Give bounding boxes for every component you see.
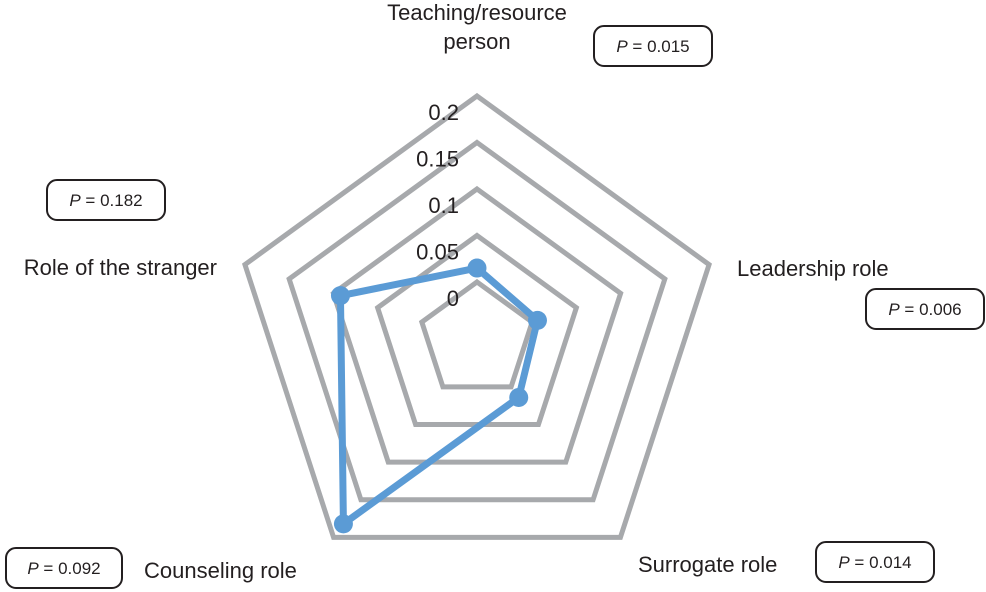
tick-label-3: 0.15 bbox=[416, 147, 459, 172]
p-value-box-4: P = 0.182 bbox=[46, 179, 166, 221]
grid-ring-2 bbox=[330, 185, 624, 465]
p-value-box-3: P = 0.092 bbox=[5, 547, 123, 589]
data-point-2 bbox=[509, 387, 529, 407]
p-value-text-1: P = 0.006 bbox=[888, 300, 961, 319]
data-series bbox=[330, 258, 547, 534]
series-line-0 bbox=[336, 264, 541, 528]
data-point-0 bbox=[467, 258, 487, 278]
data-point-4 bbox=[330, 286, 350, 306]
p-value-box-1: P = 0.006 bbox=[865, 288, 985, 330]
tick-label-2: 0.1 bbox=[428, 193, 459, 218]
data-point-3 bbox=[333, 514, 353, 534]
p-value-text-4: P = 0.182 bbox=[69, 191, 142, 210]
grid-ring-0 bbox=[418, 278, 536, 390]
grid-ring-3 bbox=[286, 139, 668, 503]
axis-label-1: Leadership role bbox=[737, 256, 889, 281]
axis-label-3: Counseling role bbox=[144, 558, 297, 583]
tick-labels: 0 0.05 0.1 0.15 0.2 bbox=[416, 100, 459, 311]
grid-rings bbox=[242, 92, 712, 540]
p-value-box-0: P = 0.015 bbox=[593, 25, 713, 67]
p-value-text-3: P = 0.092 bbox=[27, 559, 100, 578]
data-point-1 bbox=[527, 310, 547, 330]
tick-label-0: 0 bbox=[447, 286, 459, 311]
axis-label-2: Surrogate role bbox=[638, 552, 777, 577]
p-value-text-2: P = 0.014 bbox=[838, 553, 911, 572]
p-value-text-0: P = 0.015 bbox=[616, 37, 689, 56]
axis-labels: Teaching/resource person Leadership role Su… bbox=[24, 0, 889, 583]
p-value-box-2: P = 0.014 bbox=[815, 541, 935, 583]
p-value-annotations: P = 0.015 P = 0.006 P = 0.014 P = 0.092 P = … bbox=[5, 25, 985, 589]
axis-label-4: Role of the stranger bbox=[24, 255, 217, 280]
tick-label-4: 0.2 bbox=[428, 100, 459, 125]
grid-ring-4 bbox=[242, 92, 712, 540]
axis-label-0: Teaching/resource person bbox=[387, 0, 567, 54]
tick-label-1: 0.05 bbox=[416, 240, 459, 265]
